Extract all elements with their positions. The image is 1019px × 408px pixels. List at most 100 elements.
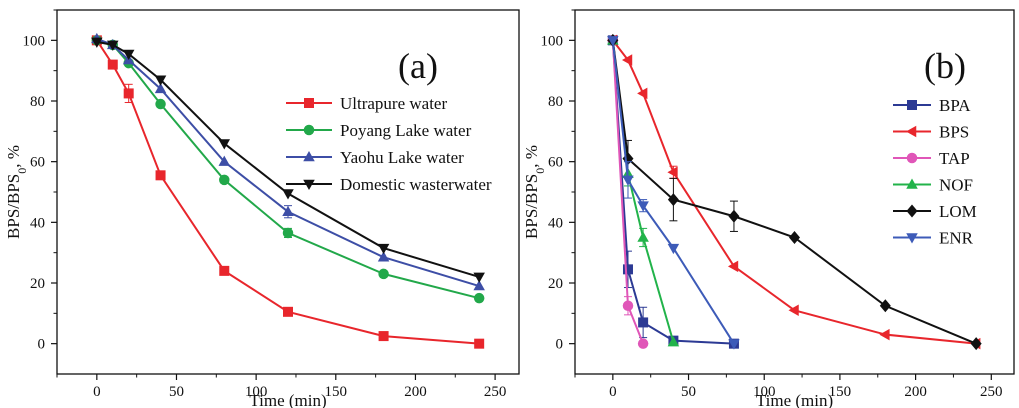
data-point — [728, 339, 740, 350]
data-point — [107, 40, 119, 51]
x-tick-label: 50 — [681, 384, 696, 400]
data-point — [219, 174, 230, 186]
y-axis-label: BPS/BPS0, % — [4, 145, 29, 239]
data-point — [637, 231, 649, 242]
legend-marker — [906, 125, 917, 138]
data-point — [378, 331, 389, 342]
data-point — [667, 243, 680, 255]
x-tick-label: 200 — [904, 384, 927, 400]
data-point — [155, 170, 166, 181]
panel-label: (b) — [924, 46, 966, 86]
data-point — [879, 328, 890, 341]
data-point — [282, 189, 294, 200]
data-point — [637, 201, 649, 212]
y-tick-label: 100 — [23, 33, 46, 49]
legend-marker — [303, 179, 315, 190]
data-point — [638, 317, 649, 328]
legend-marker — [906, 233, 918, 244]
series-enr — [607, 36, 740, 350]
data-point — [727, 260, 739, 273]
legend-marker — [906, 178, 918, 189]
legend-entry: LOM — [939, 202, 977, 221]
data-point — [377, 243, 390, 255]
data-point — [970, 337, 982, 351]
data-point — [728, 209, 740, 223]
y-axis-label: BPS/BPS0, % — [522, 145, 547, 239]
data-point — [91, 37, 103, 48]
data-point — [667, 166, 678, 179]
x-tick-label: 0 — [93, 384, 101, 400]
legend-entry: Yaohu Lake water — [340, 148, 464, 167]
data-point — [788, 304, 799, 317]
x-tick-label: 150 — [325, 384, 348, 400]
legend-entry: Poyang Lake water — [340, 121, 472, 140]
legend-marker — [906, 152, 918, 164]
data-point — [637, 87, 648, 100]
data-point — [667, 336, 680, 347]
y-tick-label: 80 — [30, 94, 45, 110]
x-tick-label: 200 — [404, 384, 427, 400]
y-tick-label: 60 — [30, 155, 45, 171]
data-point — [607, 36, 619, 47]
data-point — [622, 264, 633, 275]
data-point — [622, 300, 634, 311]
data-point — [473, 272, 485, 283]
data-point — [282, 227, 294, 239]
x-tick-label: 50 — [169, 384, 184, 400]
y-tick-label: 0 — [556, 337, 564, 353]
data-point — [283, 306, 293, 317]
data-point — [282, 205, 294, 216]
data-point — [377, 251, 390, 262]
data-point — [107, 59, 118, 70]
legend-marker — [907, 100, 917, 110]
y-tick-label: 20 — [548, 276, 563, 292]
x-tick-label: 100 — [753, 384, 776, 400]
data-point — [621, 54, 633, 66]
series-line — [612, 39, 977, 345]
legend-marker — [304, 98, 314, 108]
legend-entry: TAP — [939, 149, 970, 168]
data-point — [219, 265, 230, 276]
series-domestic-wasterwater — [91, 37, 485, 283]
x-tick-label: 250 — [980, 384, 1003, 400]
x-tick-label: 250 — [484, 384, 507, 400]
data-point — [155, 98, 166, 110]
x-tick-label: 0 — [609, 384, 617, 400]
data-point — [667, 193, 679, 207]
x-axis-label: Time (min) — [249, 391, 326, 408]
data-point — [789, 231, 800, 244]
legend-entry: ENR — [939, 229, 974, 248]
y-tick-label: 40 — [30, 215, 45, 231]
y-tick-label: 20 — [30, 276, 45, 292]
data-point — [154, 82, 167, 94]
y-tick-label: 80 — [548, 94, 563, 110]
data-point — [473, 280, 485, 291]
legend-entry: Domestic wasterwater — [340, 175, 492, 194]
data-point — [154, 75, 167, 86]
x-axis-label: Time (min) — [756, 391, 833, 408]
legend: Ultrapure water Poyang Lake water Yaohu La… — [286, 94, 492, 194]
y-tick-label: 40 — [548, 215, 563, 231]
data-point — [473, 292, 485, 304]
data-point — [474, 338, 485, 349]
data-point — [218, 155, 231, 166]
y-tick-label: 60 — [548, 155, 563, 171]
legend: BPA BPS TAP NOF LOM ENR — [893, 96, 977, 248]
data-point — [123, 88, 134, 99]
data-point — [637, 338, 649, 349]
legend-marker — [303, 151, 315, 162]
panel-label: (a) — [398, 46, 438, 86]
legend-entry: NOF — [939, 176, 973, 195]
x-tick-label: 150 — [829, 384, 852, 400]
y-tick-label: 100 — [541, 33, 564, 49]
legend-entry: BPS — [939, 123, 969, 142]
data-point — [122, 49, 135, 60]
legend-marker — [906, 204, 918, 218]
y-tick-label: 0 — [38, 337, 46, 353]
legend-entry: Ultrapure water — [340, 94, 447, 113]
series-ultrapure-water — [91, 35, 485, 349]
legend-marker — [303, 124, 315, 136]
